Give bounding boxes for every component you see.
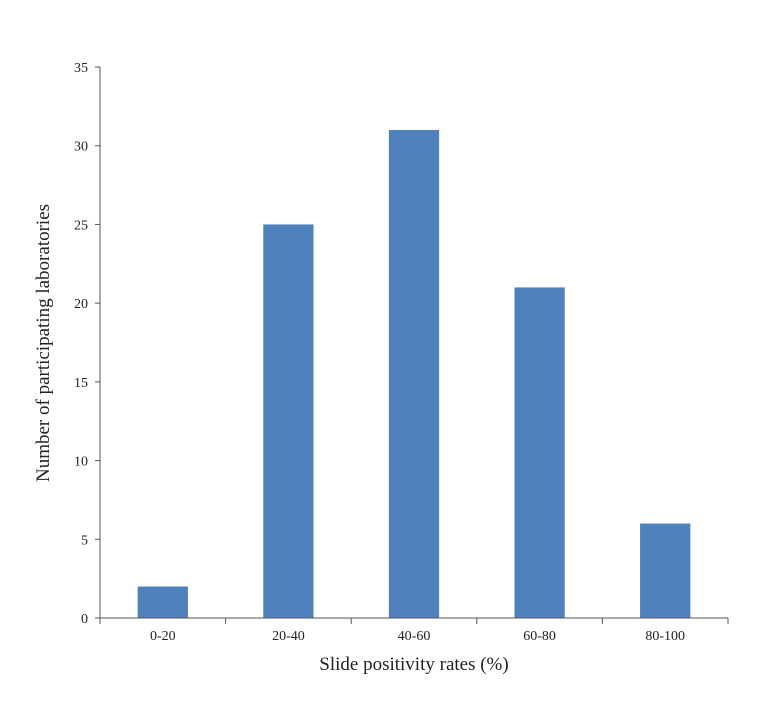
bar-60-80 <box>514 287 565 618</box>
y-tick-label: 20 <box>74 297 88 312</box>
x-tick-label: 0-20 <box>150 629 176 644</box>
y-tick-label: 30 <box>74 140 88 155</box>
x-tick-label: 60-80 <box>523 629 556 644</box>
y-tick-label: 10 <box>74 455 88 470</box>
y-tick-label: 15 <box>74 376 88 391</box>
x-tick-label: 20-40 <box>272 629 305 644</box>
x-tick-label: 80-100 <box>645 629 685 644</box>
x-axis-label: Slide positivity rates (%) <box>319 654 508 675</box>
y-tick-label: 5 <box>81 533 88 548</box>
bar-20-40 <box>263 224 314 618</box>
bar-0-20 <box>137 586 188 618</box>
y-tick-label: 0 <box>81 612 88 627</box>
x-tick-label: 40-60 <box>398 629 431 644</box>
bar-80-100 <box>640 523 691 618</box>
y-axis-label: Number of participating laboratories <box>33 204 54 482</box>
y-tick-label: 35 <box>74 61 88 76</box>
y-tick-label: 25 <box>74 218 88 233</box>
bar-40-60 <box>388 129 440 618</box>
